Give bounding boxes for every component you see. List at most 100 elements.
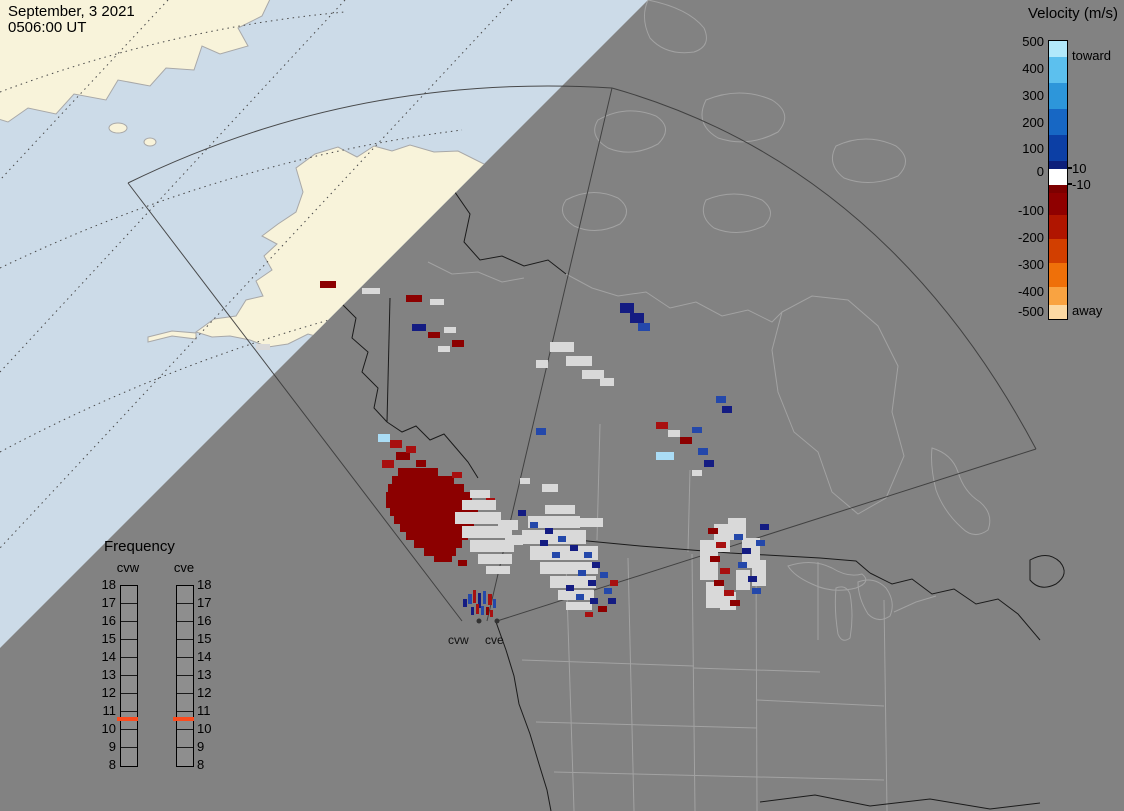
velocity-cell <box>545 505 575 514</box>
velocity-tick-label: 100 <box>1022 141 1044 156</box>
lake-superior <box>787 562 867 591</box>
velocity-cell <box>558 536 566 542</box>
frequency-tick-line <box>177 621 193 622</box>
hudson-bay <box>771 295 905 515</box>
velocity-cell <box>400 524 474 532</box>
velocity-cell <box>600 572 608 578</box>
velocity-cell <box>486 566 510 574</box>
radar-site-dot-cve <box>494 618 500 624</box>
velocity-tick-label: 0 <box>1036 164 1044 179</box>
velocity-cell <box>608 598 616 604</box>
alaska-canada-border <box>386 297 391 423</box>
velocity-cell <box>386 500 476 508</box>
landmass-chukotka <box>0 0 273 123</box>
velocity-cell <box>610 580 618 586</box>
frequency-tick-line <box>177 603 193 604</box>
velocity-cell <box>498 520 518 530</box>
velocity-cell <box>536 428 546 435</box>
minus-threshold-label: -10 <box>1072 177 1091 192</box>
velocity-cell <box>406 532 468 540</box>
velocity-cell <box>382 460 394 468</box>
frequency-scale-label: 16 <box>197 613 212 628</box>
island-small-2 <box>143 137 157 147</box>
velocity-colorbar <box>1048 40 1068 320</box>
velocity-cell <box>584 552 592 558</box>
velocity-legend-title: Velocity (m/s) <box>1027 5 1118 22</box>
velocity-tick-label: -400 <box>1017 284 1044 299</box>
velocity-cell <box>714 580 724 586</box>
velocity-cell <box>566 356 592 366</box>
velocity-cell <box>394 516 476 524</box>
fov-left-edge <box>127 182 463 622</box>
fov-arc-east <box>611 87 1037 450</box>
frequency-scale-label: 8 <box>108 757 116 772</box>
graticule-parallel <box>0 261 631 453</box>
frequency-scale-label: 12 <box>197 685 212 700</box>
velocity-cell <box>362 288 380 294</box>
velocity-colorbar-segment <box>1049 215 1067 239</box>
aleutian-peninsula <box>147 330 197 343</box>
province-border <box>687 469 691 553</box>
velocity-cell <box>760 524 769 530</box>
state-border <box>755 557 758 811</box>
velocity-cell <box>428 332 440 338</box>
frequency-tick-line <box>177 729 193 730</box>
velocity-cell <box>592 562 600 568</box>
velocity-colorbar-segment <box>1049 263 1067 287</box>
velocity-cell <box>540 562 598 574</box>
velocity-cell <box>438 346 450 352</box>
frequency-scale-label: 11 <box>102 703 117 718</box>
arctic-island <box>644 0 707 54</box>
velocity-cell <box>473 590 476 603</box>
frequency-panel-title: Frequency <box>104 538 175 555</box>
state-border <box>693 667 821 673</box>
velocity-cell <box>452 472 462 478</box>
frequency-tick-line <box>177 639 193 640</box>
time-label: 0506:00 UT <box>8 19 87 36</box>
velocity-cell <box>490 610 493 617</box>
velocity-cell <box>630 313 644 323</box>
velocity-cell <box>478 554 512 564</box>
velocity-cell <box>585 612 593 617</box>
velocity-colorbar-segment <box>1049 109 1067 135</box>
colorbar-tick-mark <box>1067 167 1072 169</box>
velocity-cell <box>700 540 718 580</box>
arctic-island <box>561 192 627 231</box>
velocity-cell <box>462 500 496 510</box>
velocity-cell <box>656 422 668 429</box>
velocity-cell <box>542 484 558 492</box>
frequency-tick-line <box>177 693 193 694</box>
us-canada-border <box>555 537 871 574</box>
lake-erie-ontario <box>893 595 937 613</box>
velocity-cell <box>424 548 456 556</box>
us-west-coast <box>495 621 552 811</box>
lake-huron <box>857 579 893 620</box>
velocity-cell <box>752 588 761 594</box>
frequency-scale-label: 9 <box>197 739 205 754</box>
velocity-cell <box>390 508 478 516</box>
frequency-tick-line <box>121 603 137 604</box>
frequency-scale-label: 18 <box>197 577 212 592</box>
velocity-cell <box>638 323 650 331</box>
velocity-cell <box>398 468 438 476</box>
graticule-parallel <box>0 11 346 93</box>
velocity-cell <box>576 594 584 600</box>
velocity-colorbar-segment <box>1049 239 1067 263</box>
velocity-cell <box>590 598 598 604</box>
velocity-cell <box>578 570 586 576</box>
frequency-scale-label: 14 <box>197 649 212 664</box>
state-border <box>521 659 695 667</box>
velocity-cell <box>458 560 467 566</box>
st-lawrence-coast <box>869 572 1041 641</box>
frequency-tick-line <box>121 693 137 694</box>
velocity-cell <box>550 342 574 352</box>
velocity-cell <box>486 607 489 615</box>
velocity-tick-label: -200 <box>1017 230 1044 245</box>
velocity-cell <box>386 492 472 500</box>
frequency-scale-label: 16 <box>101 613 116 628</box>
velocity-cell <box>518 510 526 516</box>
state-border <box>627 557 635 811</box>
velocity-scatter-layer <box>256 281 769 617</box>
